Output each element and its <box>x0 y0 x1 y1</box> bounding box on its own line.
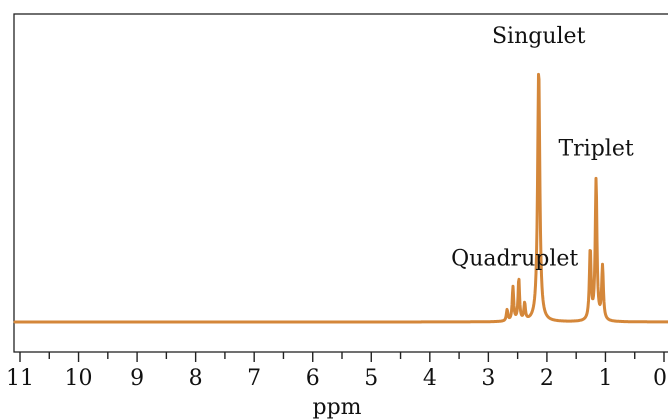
x-tick-label: 8 <box>189 366 203 391</box>
x-tick-label: 6 <box>306 366 320 391</box>
x-tick-label: 5 <box>364 366 378 391</box>
x-axis-title: ppm <box>312 395 361 419</box>
peak-annotations: Singulet Triplet Quadruplet <box>451 24 634 272</box>
x-tick-label: 2 <box>540 366 554 391</box>
spectrum-line <box>13 72 668 324</box>
x-tick-label: 4 <box>423 366 437 391</box>
peak-label-singulet: Singulet <box>492 24 586 49</box>
peak-label-triplet: Triplet <box>558 137 633 162</box>
x-axis-ticks <box>19 352 665 362</box>
x-tick-label: 1 <box>598 366 612 391</box>
x-tick-label: 10 <box>65 366 93 391</box>
x-tick-label: 11 <box>6 366 34 391</box>
x-tick-label: 7 <box>247 366 261 391</box>
peak-label-quadruplet: Quadruplet <box>451 247 578 272</box>
x-tick-label: 3 <box>481 366 495 391</box>
x-axis-tick-labels: 11 10 9 8 7 6 5 4 3 2 1 0 <box>6 366 667 391</box>
x-tick-label: 9 <box>130 366 144 391</box>
x-tick-label: 0 <box>653 366 667 391</box>
plot-frame <box>13 13 668 353</box>
